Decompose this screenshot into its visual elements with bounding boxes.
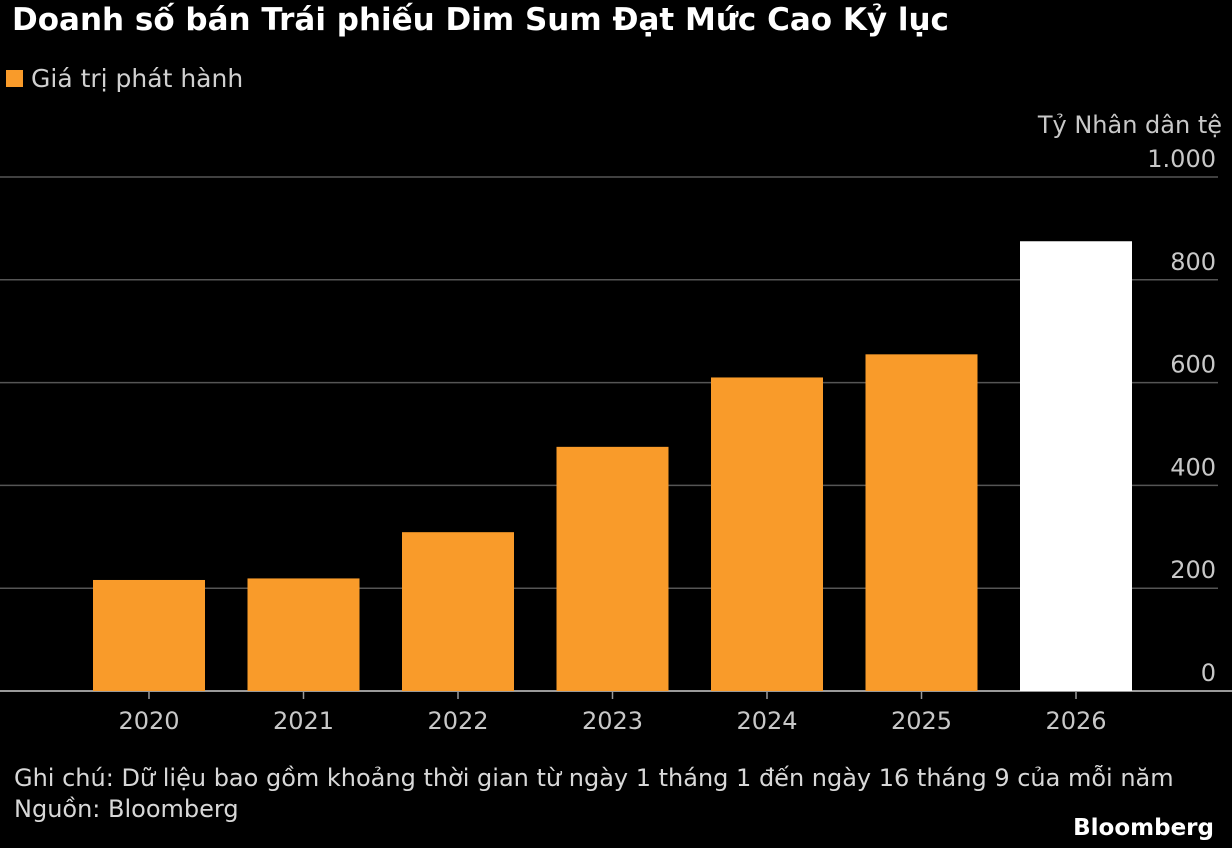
y-tick-label: 600 (1170, 351, 1216, 379)
bars (93, 241, 1132, 691)
brand-logo: Bloomberg (1073, 815, 1214, 841)
y-axis-unit-label: Tỷ Nhân dân tệ (1037, 111, 1222, 139)
x-tick-labels: 2020 2021 2022 2023 2024 2025 2026 (118, 691, 1107, 735)
chart-source: Nguồn: Bloomberg (14, 795, 239, 823)
x-tick-label: 2025 (891, 707, 952, 735)
x-tick-label: 2022 (427, 707, 488, 735)
bar-2025 (865, 354, 978, 691)
legend-swatch (6, 70, 23, 87)
y-tick-label: 0 (1201, 659, 1216, 687)
x-tick-label: 2026 (1045, 707, 1106, 735)
bar-2023 (556, 446, 669, 691)
chart-note: Ghi chú: Dữ liệu bao gồm khoảng thời gia… (14, 764, 1174, 792)
bar-2026 (1020, 241, 1132, 691)
y-tick-label: 800 (1170, 248, 1216, 276)
x-tick-label: 2023 (582, 707, 643, 735)
y-tick-labels: 0 200 400 600 800 1.000 (1147, 145, 1216, 687)
y-tick-label: 400 (1170, 453, 1216, 481)
bar-2024 (711, 377, 823, 691)
bar-2021 (247, 578, 360, 691)
chart-legend: Giá trị phát hành (6, 64, 243, 93)
y-tick-label: 200 (1170, 556, 1216, 584)
y-tick-label: 1.000 (1147, 145, 1216, 173)
x-tick-label: 2021 (273, 707, 334, 735)
bar-2022 (402, 532, 514, 691)
legend-label: Giá trị phát hành (31, 64, 244, 93)
x-tick-label: 2024 (736, 707, 797, 735)
chart-title: Doanh số bán Trái phiếu Dim Sum Đạt Mức … (12, 2, 949, 38)
bar-2020 (93, 579, 205, 691)
x-tick-label: 2020 (118, 707, 179, 735)
